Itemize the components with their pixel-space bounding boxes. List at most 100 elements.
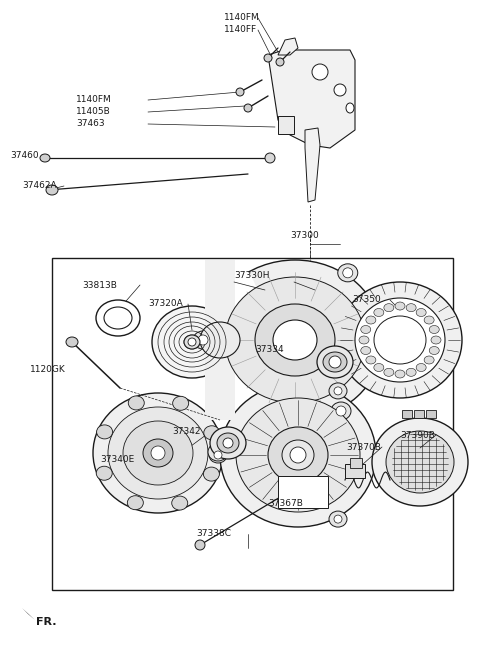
Ellipse shape: [46, 185, 58, 195]
Ellipse shape: [366, 316, 376, 324]
Ellipse shape: [264, 54, 272, 62]
Ellipse shape: [108, 407, 208, 499]
Ellipse shape: [329, 511, 347, 527]
Ellipse shape: [276, 58, 284, 66]
Ellipse shape: [195, 540, 205, 550]
Text: 37367B: 37367B: [268, 498, 303, 508]
Ellipse shape: [424, 316, 434, 324]
Ellipse shape: [317, 346, 353, 378]
Text: 37350: 37350: [352, 295, 381, 305]
Ellipse shape: [343, 268, 353, 278]
Text: 37390B: 37390B: [400, 430, 435, 440]
Ellipse shape: [329, 356, 341, 368]
Ellipse shape: [384, 304, 394, 312]
Ellipse shape: [204, 426, 220, 440]
Text: 37300: 37300: [290, 232, 319, 240]
Ellipse shape: [204, 467, 219, 481]
Ellipse shape: [431, 336, 441, 344]
Ellipse shape: [429, 326, 439, 334]
Ellipse shape: [374, 316, 426, 364]
Ellipse shape: [273, 320, 317, 360]
Ellipse shape: [127, 496, 144, 510]
Ellipse shape: [406, 304, 416, 312]
Ellipse shape: [225, 277, 365, 403]
Bar: [278, 476, 328, 508]
Ellipse shape: [172, 496, 188, 510]
Ellipse shape: [334, 387, 342, 395]
Text: 1120GK: 1120GK: [30, 365, 66, 375]
Ellipse shape: [406, 368, 416, 376]
Polygon shape: [305, 128, 320, 202]
Bar: [205, 260, 235, 420]
Ellipse shape: [346, 103, 354, 113]
Text: 37334: 37334: [255, 346, 284, 354]
Ellipse shape: [198, 335, 208, 345]
Ellipse shape: [151, 446, 165, 460]
Bar: [350, 458, 362, 468]
Ellipse shape: [96, 300, 140, 336]
Ellipse shape: [152, 306, 232, 378]
Ellipse shape: [386, 431, 454, 493]
Text: 37330H: 37330H: [234, 271, 269, 279]
Ellipse shape: [361, 346, 371, 355]
Polygon shape: [278, 38, 298, 55]
Text: 1140FM: 1140FM: [76, 95, 112, 105]
Ellipse shape: [268, 427, 328, 483]
Text: 1140FF: 1140FF: [224, 26, 257, 34]
Ellipse shape: [214, 451, 222, 459]
Ellipse shape: [184, 335, 200, 349]
Ellipse shape: [429, 346, 439, 355]
Ellipse shape: [200, 322, 240, 358]
Ellipse shape: [374, 363, 384, 371]
Text: 37320A: 37320A: [148, 299, 183, 308]
Ellipse shape: [338, 282, 462, 398]
Text: 37338C: 37338C: [196, 530, 231, 538]
Ellipse shape: [361, 326, 371, 334]
Ellipse shape: [366, 356, 376, 364]
Ellipse shape: [374, 308, 384, 316]
Ellipse shape: [334, 84, 346, 96]
Ellipse shape: [395, 370, 405, 378]
Text: 33813B: 33813B: [82, 281, 117, 289]
Ellipse shape: [372, 418, 468, 506]
Ellipse shape: [40, 154, 50, 162]
Bar: [278, 116, 294, 134]
Text: 11405B: 11405B: [76, 107, 111, 117]
Ellipse shape: [128, 396, 144, 410]
Ellipse shape: [193, 331, 213, 349]
Bar: [52, 258, 453, 590]
Ellipse shape: [143, 439, 173, 467]
Ellipse shape: [424, 356, 434, 364]
Ellipse shape: [336, 406, 346, 416]
Ellipse shape: [96, 425, 113, 439]
Text: 37463: 37463: [76, 120, 105, 128]
Bar: [345, 464, 365, 478]
Ellipse shape: [329, 383, 347, 399]
Ellipse shape: [416, 308, 426, 316]
Polygon shape: [268, 48, 355, 148]
Ellipse shape: [323, 352, 347, 372]
Ellipse shape: [209, 447, 227, 463]
Ellipse shape: [66, 337, 78, 347]
Ellipse shape: [96, 466, 112, 480]
Text: 37342: 37342: [172, 428, 201, 436]
Ellipse shape: [207, 260, 383, 420]
Ellipse shape: [208, 443, 228, 461]
Ellipse shape: [312, 64, 328, 80]
Text: 37460: 37460: [10, 150, 38, 160]
Ellipse shape: [173, 397, 189, 410]
Ellipse shape: [236, 398, 360, 512]
Ellipse shape: [290, 447, 306, 463]
Ellipse shape: [104, 307, 132, 329]
Ellipse shape: [282, 440, 314, 470]
Ellipse shape: [265, 153, 275, 163]
Ellipse shape: [331, 402, 351, 420]
Ellipse shape: [93, 393, 223, 513]
Ellipse shape: [338, 264, 358, 282]
Ellipse shape: [416, 363, 426, 371]
Ellipse shape: [220, 383, 376, 527]
Ellipse shape: [123, 421, 193, 485]
Ellipse shape: [223, 438, 233, 448]
Ellipse shape: [210, 427, 246, 459]
Ellipse shape: [334, 515, 342, 523]
